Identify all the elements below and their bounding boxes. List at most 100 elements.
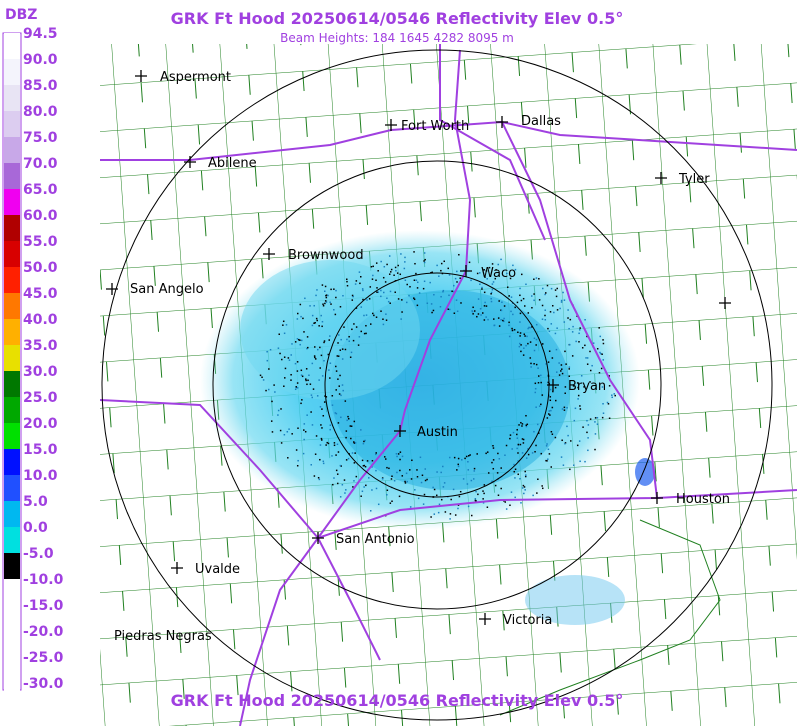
echo-speck [431,311,433,314]
echo-speck [556,371,558,373]
echo-speck [498,300,500,302]
echo-speck [527,312,530,314]
echo-speck [474,498,477,500]
echo-speck [375,469,377,472]
legend-swatch [4,683,20,709]
echo-speck [500,467,502,469]
echo-speck [336,355,339,357]
echo-speck [516,429,518,431]
echo-speck [296,464,299,467]
echo-speck [530,366,532,368]
echo-speck [601,353,603,355]
echo-speck [404,482,407,484]
echo-speck [549,388,552,391]
echo-speck [589,350,591,353]
echo-speck [558,374,561,376]
echo-speck [555,399,557,402]
echo-speck [491,263,494,265]
echo-speck [375,316,378,318]
echo-speck [524,305,526,307]
echo-speck [541,394,544,396]
echo-speck [525,425,528,428]
echo-speck [569,468,571,471]
echo-speck [579,327,581,329]
echo-speck [492,459,495,461]
echo-speck [404,480,406,483]
legend-swatch [4,553,20,579]
echo-speck [310,411,312,413]
echo-speck [521,438,524,440]
echo-speck [322,462,325,465]
echo-speck [399,273,402,276]
echo-speck [600,352,602,355]
echo-speck [490,293,492,295]
legend-label: -15.0 [23,598,64,614]
echo-speck [521,487,524,489]
echo-speck [391,475,393,477]
echo-speck [527,448,529,450]
echo-speck [457,504,460,506]
echo-speck [490,297,492,300]
echo-speck [437,511,440,514]
city-label: Waco [481,266,516,281]
echo-speck [399,451,402,453]
echo-speck [484,276,486,278]
echo-speck [416,476,419,478]
echo-speck [336,482,339,485]
echo-speck [602,339,604,341]
echo-speck [563,406,566,409]
city-label: Uvalde [195,562,240,577]
echo-speck [512,431,515,434]
echo-speck [578,332,580,335]
echo-speck [297,459,299,462]
echo-speck [354,442,357,444]
echo-speck [315,435,318,437]
echo-speck [442,465,444,468]
echo-speck [439,305,442,308]
echo-speck [460,302,462,304]
echo-speck [498,458,501,460]
echo-speck [339,306,342,308]
echo-speck [314,356,316,359]
echo-speck [506,272,508,275]
echo-speck [531,295,533,297]
echo-speck [380,295,382,298]
echo-speck [558,362,560,364]
echo-speck [279,429,282,432]
echo-speck [335,365,337,368]
echo-speck [347,417,350,420]
echo-speck [513,328,516,331]
legend-label: 0.0 [23,520,48,536]
echo-speck [393,479,396,482]
echo-speck [566,407,568,409]
echo-speck [608,385,611,387]
echo-speck [571,355,574,357]
echo-speck [508,335,511,338]
echo-speck [321,408,323,410]
echo-speck [589,418,592,420]
echo-speck [523,347,525,349]
echo-speck [497,317,500,319]
echo-speck [554,289,557,291]
echo-speck [309,305,311,307]
echo-speck [546,284,549,287]
echo-speck [521,273,523,276]
echo-speck [389,290,392,293]
echo-speck [544,314,546,317]
echo-speck [458,495,461,498]
echo-speck [480,314,482,316]
echo-speck [503,317,505,320]
echo-speck [366,299,368,301]
echo-speck [371,459,374,462]
echo-speck [300,402,302,405]
echo-speck [606,401,609,404]
echo-speck [459,490,462,493]
echo-speck [296,338,299,340]
city-label: Tyler [678,172,710,187]
legend-label: 30.0 [23,364,58,380]
echo-speck [598,372,601,374]
echo-speck [430,516,432,518]
echo-speck [277,414,279,416]
echo-speck [361,490,364,493]
echo-speck [545,459,547,462]
